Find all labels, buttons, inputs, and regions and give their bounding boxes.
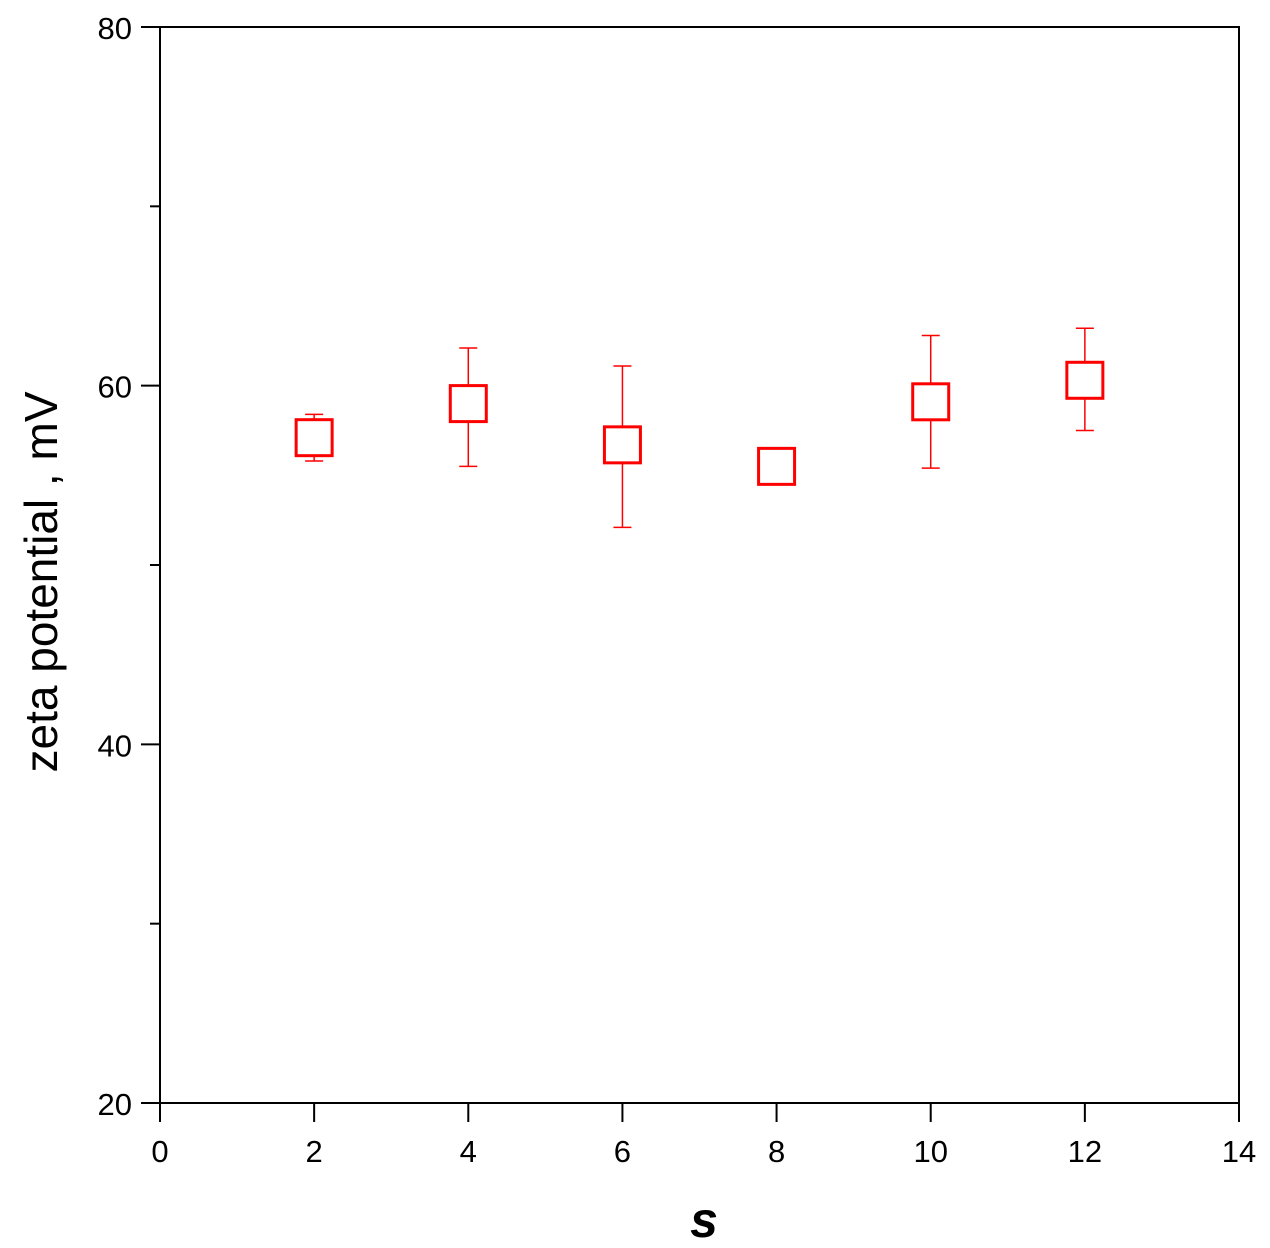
- y-tick-label: 60: [98, 370, 132, 405]
- data-point-marker: [757, 446, 797, 486]
- x-axis-ticks: 0 2 4 6 8 10 12 14: [151, 1103, 1256, 1169]
- x-tick-label: 2: [306, 1134, 323, 1169]
- y-tick-label: 40: [98, 728, 132, 763]
- data-point-marker: [1065, 360, 1105, 400]
- data-point-marker: [911, 382, 951, 422]
- data-point-marker: [294, 418, 334, 458]
- y-tick-label: 80: [98, 11, 132, 46]
- y-tick-label: 20: [98, 1087, 132, 1122]
- y-axis-title: zeta potential , mV: [15, 391, 67, 772]
- data-point-marker: [448, 384, 488, 424]
- x-tick-label: 0: [151, 1134, 168, 1169]
- data-point-marker: [602, 425, 642, 465]
- x-tick-label: 14: [1222, 1134, 1256, 1169]
- error-bars: [305, 327, 1094, 529]
- y-axis-ticks: 20 40 60 80: [98, 11, 160, 1122]
- x-tick-label: 10: [913, 1134, 947, 1169]
- data-markers: [294, 360, 1105, 486]
- x-tick-label: 6: [614, 1134, 631, 1169]
- x-tick-label: 8: [768, 1134, 785, 1169]
- plot-frame: [159, 26, 1240, 1104]
- x-axis-title: s: [690, 1192, 718, 1248]
- x-tick-label: 4: [460, 1134, 477, 1169]
- x-tick-label: 12: [1068, 1134, 1102, 1169]
